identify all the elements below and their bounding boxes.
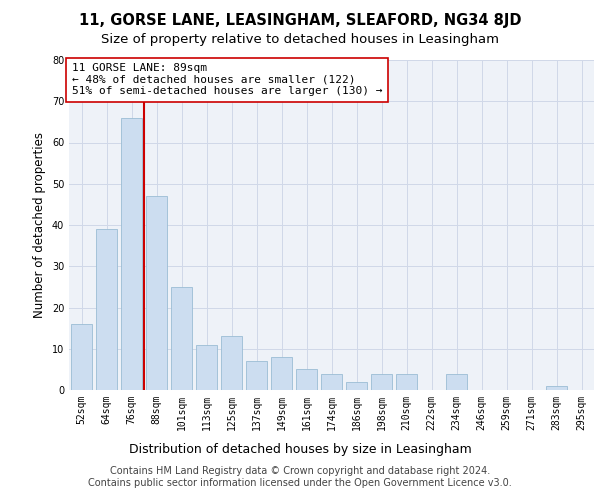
Bar	[196, 344, 217, 390]
Text: Distribution of detached houses by size in Leasingham: Distribution of detached houses by size …	[128, 442, 472, 456]
Bar	[121, 118, 142, 390]
Bar	[221, 336, 242, 390]
Text: Contains HM Land Registry data © Crown copyright and database right 2024.
Contai: Contains HM Land Registry data © Crown c…	[88, 466, 512, 487]
Text: 11 GORSE LANE: 89sqm
← 48% of detached houses are smaller (122)
51% of semi-deta: 11 GORSE LANE: 89sqm ← 48% of detached h…	[71, 64, 382, 96]
Bar	[371, 374, 392, 390]
Bar	[296, 370, 317, 390]
Text: 11, GORSE LANE, LEASINGHAM, SLEAFORD, NG34 8JD: 11, GORSE LANE, LEASINGHAM, SLEAFORD, NG…	[79, 12, 521, 28]
Bar	[546, 386, 567, 390]
Bar	[96, 229, 117, 390]
Bar	[146, 196, 167, 390]
Bar	[321, 374, 342, 390]
Bar	[71, 324, 92, 390]
Bar	[446, 374, 467, 390]
Bar	[246, 361, 267, 390]
Bar	[396, 374, 417, 390]
Y-axis label: Number of detached properties: Number of detached properties	[33, 132, 46, 318]
Text: Size of property relative to detached houses in Leasingham: Size of property relative to detached ho…	[101, 32, 499, 46]
Bar	[271, 357, 292, 390]
Bar	[346, 382, 367, 390]
Bar	[171, 287, 192, 390]
